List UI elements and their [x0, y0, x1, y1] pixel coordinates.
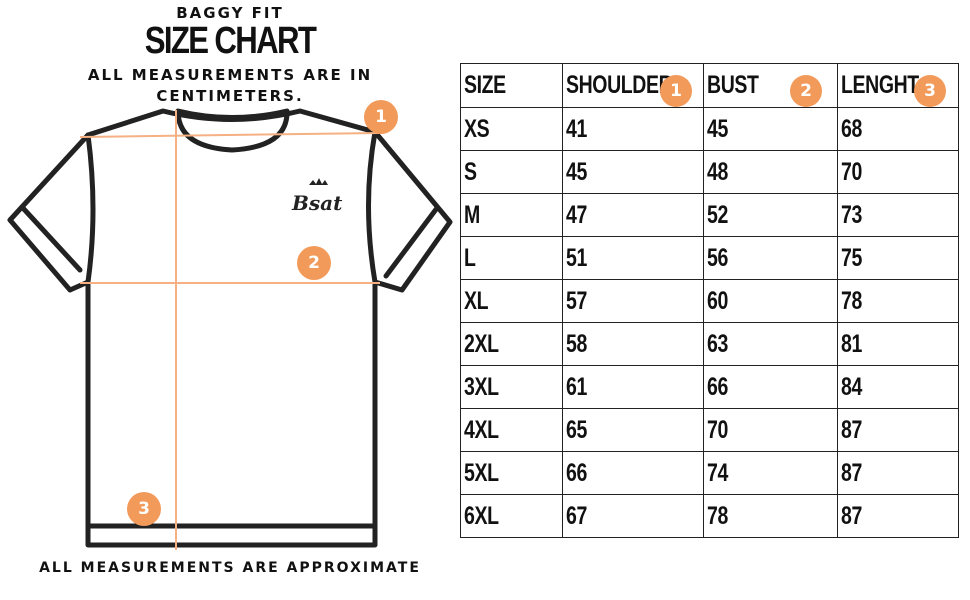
cell-shoulder: 51: [562, 236, 704, 280]
cell-size: M: [460, 193, 563, 237]
cell-size: L: [460, 236, 563, 280]
cell-bust: 60: [703, 279, 838, 323]
cell-shoulder: 58: [562, 322, 704, 366]
cell-shoulder: 47: [562, 193, 704, 237]
cell-size: 5XL: [460, 451, 563, 495]
table-row: XL 57 60 78: [460, 279, 959, 323]
shoulder-measure-line: [79, 132, 381, 138]
cell-shoulder: 65: [562, 408, 704, 452]
cell-length: 87: [837, 494, 959, 538]
shoulder-badge: 1: [660, 75, 692, 107]
header-length: LENGHT 3: [837, 63, 959, 108]
marker-bust: 2: [297, 246, 331, 280]
collar-inner: [175, 108, 290, 153]
cell-size: 3XL: [460, 365, 563, 409]
table-row: 6XL 67 78 87: [460, 494, 959, 538]
cell-length: 78: [837, 279, 959, 323]
cell-length: 75: [837, 236, 959, 280]
chart-subtitle: BAGGY FIT: [176, 4, 284, 22]
cell-shoulder: 67: [562, 494, 704, 538]
tshirt-illustration: Bsat: [7, 108, 453, 550]
cell-bust: 63: [703, 322, 838, 366]
cell-length: 70: [837, 150, 959, 194]
table-row: S 45 48 70: [460, 150, 959, 194]
right-armhole-seam: [366, 129, 378, 285]
cell-size: 6XL: [460, 494, 563, 538]
approximate-note: ALL MEASUREMENTS ARE APPROXIMATE: [39, 560, 421, 576]
cell-shoulder: 45: [562, 150, 704, 194]
cell-length: 68: [837, 107, 959, 151]
table-row: 2XL 58 63 81: [460, 322, 959, 366]
brand-logo: Bsat: [291, 178, 343, 215]
cell-size: XS: [460, 107, 563, 151]
cell-length: 81: [837, 322, 959, 366]
size-table: SIZE SHOULDER 1 BUST 2 LENGHT 3 XS 41 45 68…: [460, 63, 959, 538]
cell-length: 87: [837, 408, 959, 452]
marker-length: 3: [127, 492, 161, 526]
table-row: L 51 56 75: [460, 236, 959, 280]
cell-size: 2XL: [460, 322, 563, 366]
cell-bust: 45: [703, 107, 838, 151]
cell-bust: 56: [703, 236, 838, 280]
header-size: SIZE: [460, 63, 563, 108]
chart-title: SIZE CHART: [144, 20, 317, 62]
cell-length: 84: [837, 365, 959, 409]
cell-length: 87: [837, 451, 959, 495]
cell-length: 73: [837, 193, 959, 237]
cell-bust: 52: [703, 193, 838, 237]
header-bust: BUST 2: [703, 63, 838, 108]
length-badge: 3: [914, 75, 946, 107]
cell-bust: 70: [703, 408, 838, 452]
cell-bust: 66: [703, 365, 838, 409]
cell-shoulder: 57: [562, 279, 704, 323]
measurement-note: ALL MEASUREMENTS ARE IN CENTIMETERS.: [87, 66, 373, 105]
table-header-row: SIZE SHOULDER 1 BUST 2 LENGHT 3: [460, 63, 959, 108]
cell-bust: 74: [703, 451, 838, 495]
table-row: M 47 52 73: [460, 193, 959, 237]
table-row: XS 41 45 68: [460, 107, 959, 151]
header-shoulder: SHOULDER 1: [562, 63, 704, 108]
shirt-outline: [7, 108, 453, 548]
cell-size: S: [460, 150, 563, 194]
cell-size: XL: [460, 279, 563, 323]
cell-shoulder: 61: [562, 365, 704, 409]
logo-text: Bsat: [291, 191, 343, 215]
cell-shoulder: 41: [562, 107, 704, 151]
crown-icon: [309, 178, 328, 185]
left-sleeve-band: [19, 204, 83, 273]
right-sleeve-band: [383, 205, 440, 279]
cell-bust: 78: [703, 494, 838, 538]
cell-bust: 48: [703, 150, 838, 194]
table-row: 3XL 61 66 84: [460, 365, 959, 409]
bust-badge: 2: [790, 75, 822, 107]
table-row: 4XL 65 70 87: [460, 408, 959, 452]
left-armhole-seam: [85, 132, 96, 285]
table-row: 5XL 66 74 87: [460, 451, 959, 495]
marker-shoulder: 1: [364, 100, 398, 134]
cell-size: 4XL: [460, 408, 563, 452]
cell-shoulder: 66: [562, 451, 704, 495]
